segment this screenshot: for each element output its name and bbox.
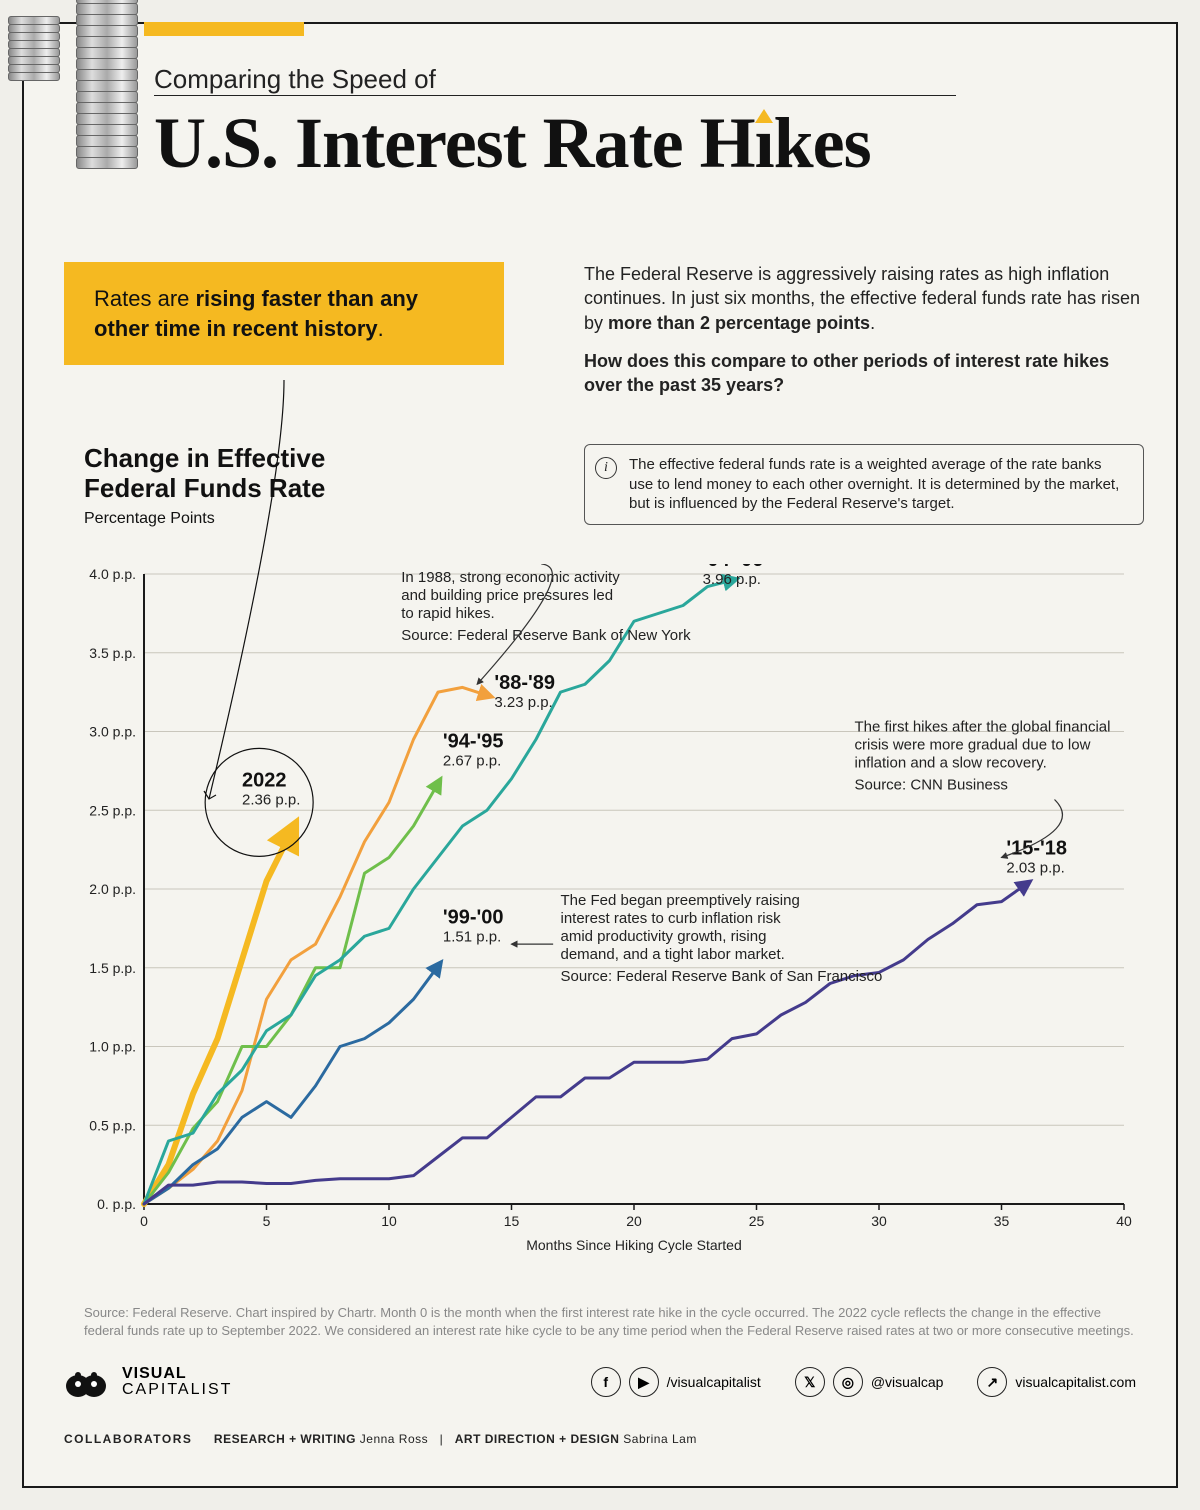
collaborators: COLLABORATORS RESEARCH + WRITING Jenna R…	[64, 1432, 697, 1446]
svg-text:20: 20	[626, 1213, 642, 1229]
youtube-icon[interactable]: ▶	[629, 1367, 659, 1397]
intro-p2: How does this compare to other periods o…	[584, 351, 1109, 395]
social-handle-2: @visualcap	[871, 1374, 944, 1390]
svg-text:'15-'18: '15-'18	[1006, 837, 1067, 859]
svg-text:The first hikes after the glob: The first hikes after the global financi…	[855, 719, 1111, 736]
svg-text:to rapid hikes.: to rapid hikes.	[401, 605, 494, 622]
svg-text:The Fed began preemptively rai: The Fed began preemptively raising	[561, 892, 800, 909]
svg-text:35: 35	[994, 1213, 1010, 1229]
svg-text:1.5 p.p.: 1.5 p.p.	[89, 960, 136, 976]
svg-text:3.23 p.p.: 3.23 p.p.	[494, 694, 552, 711]
svg-text:3.0 p.p.: 3.0 p.p.	[89, 724, 136, 740]
chart-title-line1: Change in Effective	[84, 444, 325, 474]
svg-text:0: 0	[140, 1213, 148, 1229]
svg-text:0.5 p.p.: 0.5 p.p.	[89, 1117, 136, 1133]
svg-text:1.0 p.p.: 1.0 p.p.	[89, 1039, 136, 1055]
coin-stack-small	[8, 16, 60, 80]
chart: 0. p.p. 0.5 p.p. 1.0 p.p. 1.5 p.p. 2.0 p.p. 2…	[84, 564, 1144, 1254]
svg-text:2022: 2022	[242, 770, 287, 792]
svg-text:and building price pressures l: and building price pressures led	[401, 587, 613, 604]
title-pre: U.S. Interest Rate H	[154, 103, 755, 183]
social-handle-1: /visualcapitalist	[667, 1374, 761, 1390]
svg-text:10: 10	[381, 1213, 397, 1229]
callout-text-plain: Rates are	[94, 286, 196, 311]
svg-text:'04-'06: '04-'06	[703, 564, 764, 571]
svg-text:Source: Federal Reserve Bank o: Source: Federal Reserve Bank of New York	[401, 627, 691, 644]
svg-text:'94-'95: '94-'95	[443, 730, 504, 752]
header: Comparing the Speed of U.S. Interest Rat…	[154, 64, 1136, 185]
twitter-icon[interactable]: 𝕏	[795, 1367, 825, 1397]
svg-text:15: 15	[504, 1213, 520, 1229]
header-subtitle: Comparing the Speed of	[154, 64, 956, 96]
logo-text: VISUAL CAPITALIST	[122, 1366, 232, 1398]
svg-text:'99-'00: '99-'00	[443, 907, 504, 929]
frame: Comparing the Speed of U.S. Interest Rat…	[22, 22, 1178, 1488]
title-i-dot: ı	[755, 103, 774, 183]
svg-text:Source: Federal Reserve Bank o: Source: Federal Reserve Bank of San Fran…	[561, 968, 883, 985]
svg-text:3.96 p.p.: 3.96 p.p.	[703, 571, 761, 588]
title-post: kes	[774, 103, 871, 183]
social-group-2: 𝕏 ◎ @visualcap	[795, 1367, 944, 1397]
svg-text:crisis were more gradual due t: crisis were more gradual due to low	[855, 737, 1091, 754]
info-box: i The effective federal funds rate is a …	[584, 444, 1144, 525]
svg-text:5: 5	[263, 1213, 271, 1229]
svg-text:2.67 p.p.: 2.67 p.p.	[443, 752, 501, 769]
logo-icon	[64, 1364, 108, 1400]
cursor-icon[interactable]: ↗	[977, 1367, 1007, 1397]
source-note: Source: Federal Reserve. Chart inspired …	[84, 1304, 1144, 1339]
collab-label: COLLABORATORS	[64, 1432, 192, 1446]
collab-design-label: ART DIRECTION + DESIGN	[455, 1432, 620, 1446]
svg-text:demand, and a tight labor mark: demand, and a tight labor market.	[561, 946, 785, 963]
svg-text:30: 30	[871, 1213, 887, 1229]
collab-research-label: RESEARCH + WRITING	[214, 1432, 356, 1446]
callout-box: Rates are rising faster than any other t…	[64, 262, 504, 365]
social-group-1: f ▶ /visualcapitalist	[591, 1367, 761, 1397]
instagram-icon[interactable]: ◎	[833, 1367, 863, 1397]
intro-p1b: more than 2 percentage points	[608, 313, 870, 333]
svg-text:25: 25	[749, 1213, 765, 1229]
svg-text:2.03 p.p.: 2.03 p.p.	[1006, 859, 1064, 876]
facebook-icon[interactable]: f	[591, 1367, 621, 1397]
svg-text:2.0 p.p.: 2.0 p.p.	[89, 881, 136, 897]
info-text: The effective federal funds rate is a we…	[629, 456, 1119, 512]
svg-text:40: 40	[1116, 1213, 1132, 1229]
svg-text:2.5 p.p.: 2.5 p.p.	[89, 802, 136, 818]
svg-text:3.5 p.p.: 3.5 p.p.	[89, 645, 136, 661]
svg-text:4.0 p.p.: 4.0 p.p.	[89, 566, 136, 582]
social-handle-3: visualcapitalist.com	[1015, 1374, 1136, 1390]
collab-research-name: Jenna Ross	[360, 1432, 428, 1446]
chart-title-line2: Federal Funds Rate	[84, 474, 325, 504]
brand-line1: VISUAL	[122, 1366, 232, 1382]
svg-text:inflation and a slow recovery.: inflation and a slow recovery.	[855, 755, 1047, 772]
collab-design-name: Sabrina Lam	[623, 1432, 697, 1446]
svg-text:0. p.p.: 0. p.p.	[97, 1196, 136, 1212]
info-icon: i	[595, 457, 617, 479]
svg-text:Source: CNN Business: Source: CNN Business	[855, 777, 1008, 794]
chart-title: Change in Effective Federal Funds Rate P…	[84, 444, 325, 528]
chart-title-sub: Percentage Points	[84, 510, 325, 528]
svg-text:amid productivity growth, risi: amid productivity growth, rising	[561, 928, 767, 945]
intro-text: The Federal Reserve is aggressively rais…	[584, 262, 1144, 411]
coin-stack-large	[76, 0, 138, 168]
brand-line2: CAPITALIST	[122, 1382, 232, 1398]
footer: VISUAL CAPITALIST f ▶ /visualcapitalist …	[64, 1364, 1136, 1400]
accent-bar	[144, 22, 304, 36]
svg-text:In 1988, strong economic activ: In 1988, strong economic activity	[401, 569, 620, 586]
callout-text-tail: .	[378, 316, 384, 341]
svg-text:'88-'89: '88-'89	[494, 672, 555, 694]
svg-text:1.51 p.p.: 1.51 p.p.	[443, 929, 501, 946]
social-group-3: ↗ visualcapitalist.com	[977, 1367, 1136, 1397]
header-title: U.S. Interest Rate Hıkes	[154, 102, 1136, 185]
intro-p1c: .	[870, 313, 875, 333]
svg-text:Months Since Hiking Cycle Star: Months Since Hiking Cycle Started	[526, 1237, 742, 1253]
svg-text:2.36 p.p.: 2.36 p.p.	[242, 792, 300, 809]
svg-text:interest rates to curb inflati: interest rates to curb inflation risk	[561, 910, 782, 927]
